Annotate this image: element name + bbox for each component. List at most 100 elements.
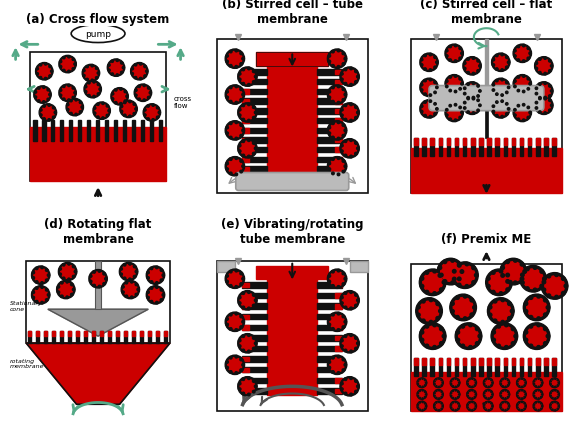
Circle shape: [342, 142, 357, 156]
Circle shape: [548, 110, 551, 112]
Circle shape: [562, 277, 565, 281]
Circle shape: [131, 73, 134, 76]
Circle shape: [226, 168, 228, 171]
Circle shape: [340, 296, 343, 299]
Circle shape: [549, 378, 559, 388]
Circle shape: [506, 280, 510, 283]
Circle shape: [438, 401, 440, 403]
Bar: [438, 138, 442, 145]
Circle shape: [242, 155, 244, 158]
Circle shape: [72, 69, 75, 71]
Bar: [544, 138, 548, 156]
Circle shape: [501, 266, 504, 270]
Circle shape: [422, 319, 425, 323]
Bar: [335, 109, 342, 114]
Bar: [335, 129, 342, 133]
Circle shape: [63, 277, 65, 280]
Circle shape: [147, 277, 149, 279]
Circle shape: [328, 127, 331, 130]
Circle shape: [68, 100, 70, 102]
Circle shape: [501, 116, 503, 118]
Bar: [479, 138, 483, 145]
Circle shape: [474, 274, 478, 277]
Circle shape: [535, 88, 538, 90]
Circle shape: [66, 296, 68, 299]
Circle shape: [226, 281, 228, 283]
Bar: [84, 331, 87, 343]
Circle shape: [457, 403, 459, 404]
Circle shape: [450, 310, 455, 313]
Circle shape: [242, 349, 244, 352]
Circle shape: [452, 379, 459, 386]
Bar: [544, 358, 548, 365]
Circle shape: [242, 69, 244, 72]
Circle shape: [34, 289, 47, 302]
Circle shape: [120, 62, 123, 65]
Circle shape: [420, 59, 423, 62]
Circle shape: [544, 73, 547, 76]
Circle shape: [342, 160, 345, 163]
Circle shape: [342, 125, 345, 127]
Bar: [242, 293, 267, 299]
Circle shape: [340, 145, 343, 148]
Bar: [350, 261, 368, 272]
Circle shape: [327, 157, 347, 177]
Circle shape: [544, 342, 547, 345]
Circle shape: [555, 273, 558, 277]
Circle shape: [540, 380, 542, 381]
Bar: [242, 283, 249, 288]
Circle shape: [422, 300, 425, 303]
Bar: [30, 128, 166, 181]
Circle shape: [513, 76, 532, 94]
Circle shape: [518, 403, 525, 410]
Circle shape: [248, 68, 250, 71]
Circle shape: [74, 64, 76, 66]
Circle shape: [501, 101, 503, 103]
Circle shape: [124, 91, 126, 93]
Circle shape: [514, 109, 516, 112]
Circle shape: [417, 390, 427, 399]
Circle shape: [442, 281, 446, 284]
Bar: [242, 389, 249, 393]
FancyBboxPatch shape: [236, 173, 349, 191]
Circle shape: [248, 104, 250, 106]
Circle shape: [63, 57, 65, 59]
Circle shape: [489, 273, 509, 293]
Ellipse shape: [71, 26, 125, 43]
Text: rotating
membrane: rotating membrane: [10, 358, 45, 368]
Circle shape: [93, 103, 111, 120]
Circle shape: [501, 403, 508, 410]
Circle shape: [450, 392, 452, 394]
Circle shape: [140, 64, 142, 66]
Circle shape: [459, 58, 461, 60]
Circle shape: [527, 58, 530, 60]
Circle shape: [464, 93, 466, 95]
Circle shape: [522, 410, 523, 411]
Circle shape: [46, 289, 48, 291]
Circle shape: [555, 296, 558, 299]
Polygon shape: [48, 309, 148, 336]
Circle shape: [551, 66, 553, 68]
Circle shape: [564, 284, 567, 288]
Bar: [411, 40, 562, 194]
Circle shape: [328, 318, 331, 321]
Circle shape: [505, 401, 506, 403]
Circle shape: [337, 286, 340, 289]
Circle shape: [133, 113, 135, 115]
Circle shape: [254, 299, 257, 302]
Circle shape: [467, 381, 468, 382]
Circle shape: [340, 115, 343, 117]
Circle shape: [337, 329, 340, 332]
Circle shape: [39, 65, 42, 67]
Circle shape: [494, 56, 508, 70]
Circle shape: [68, 71, 70, 73]
Circle shape: [500, 378, 510, 388]
Circle shape: [557, 380, 558, 381]
Circle shape: [238, 139, 257, 159]
Circle shape: [438, 410, 440, 411]
Circle shape: [103, 273, 105, 275]
Circle shape: [459, 78, 461, 81]
Circle shape: [122, 291, 124, 294]
Circle shape: [520, 266, 547, 293]
Bar: [96, 131, 100, 142]
